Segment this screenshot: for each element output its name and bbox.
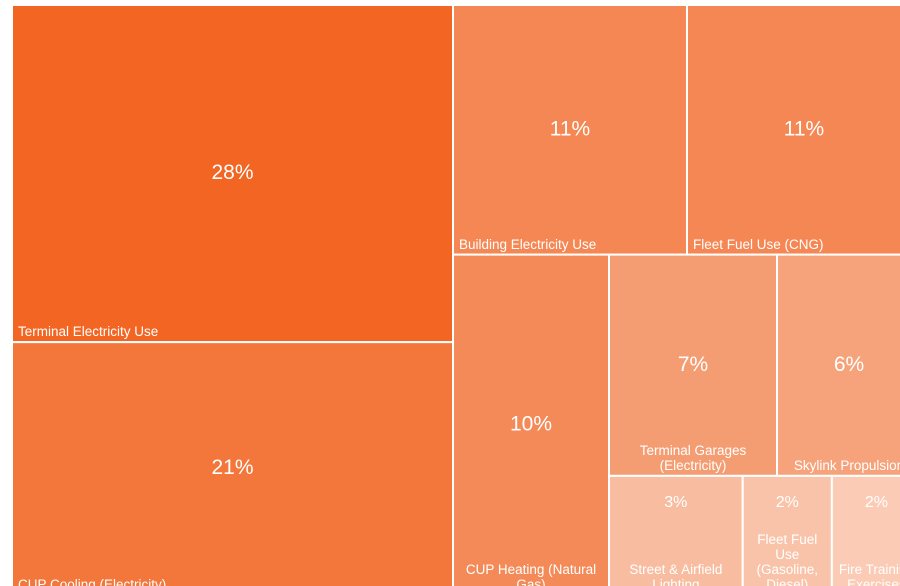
tile-label-box: Terminal Electricity Use bbox=[12, 5, 453, 340]
category-text: Terminal Electricity Use bbox=[18, 324, 159, 340]
value-label: 21% bbox=[211, 456, 253, 479]
tile-label-box: Building Electricity Use bbox=[453, 5, 687, 253]
tile-label-box: CUP Heating (Natural Gas) bbox=[453, 255, 609, 586]
tile-label-box: Street & Airfield Lighting bbox=[609, 514, 743, 586]
tile bbox=[686, 4, 900, 256]
category-text: Terminal Garages (Electricity) bbox=[639, 442, 747, 473]
value-label: 11% bbox=[784, 117, 824, 140]
category-label: Terminal Electricity Use bbox=[12, 5, 453, 340]
tile bbox=[11, 4, 454, 344]
category-label: Terminal Garages (Electricity) bbox=[609, 255, 777, 474]
category-label: Fleet Fuel Use (CNG) bbox=[687, 5, 900, 253]
tile-label-box: Fire Training Exercises bbox=[832, 514, 900, 586]
tile-label-box: Fleet Fuel Use (CNG) bbox=[687, 5, 900, 253]
category-text: Fleet Fuel Use (Gasoline, Diesel) bbox=[756, 531, 819, 586]
value-label: 10% bbox=[510, 412, 552, 435]
value-label: 2% bbox=[865, 494, 888, 511]
tile bbox=[608, 253, 778, 477]
tile-label-box: Terminal Garages (Electricity) bbox=[609, 255, 777, 474]
value-label: 11% bbox=[550, 117, 590, 140]
category-label: Building Electricity Use bbox=[453, 5, 687, 253]
category-text: Fleet Fuel Use (CNG) bbox=[693, 236, 824, 252]
tile-label-box: Fleet Fuel Use (Gasoline, Diesel) bbox=[743, 514, 832, 586]
value-label: 7% bbox=[678, 353, 708, 376]
tile-label-box: Skylink Propulsion bbox=[777, 255, 900, 474]
category-label: Street & Airfield Lighting bbox=[609, 514, 743, 586]
tile bbox=[741, 474, 833, 586]
tile bbox=[452, 253, 610, 586]
category-label: CUP Cooling (Electricity) bbox=[12, 342, 453, 586]
tile bbox=[608, 474, 744, 586]
category-label: Fire Training Exercises bbox=[832, 514, 900, 586]
value-label: 28% bbox=[211, 161, 253, 184]
category-text: Fire Training Exercises bbox=[838, 561, 900, 586]
category-text: Skylink Propulsion bbox=[793, 457, 900, 473]
category-text: Building Electricity Use bbox=[459, 236, 597, 252]
category-text: CUP Heating (Natural Gas) bbox=[465, 561, 597, 586]
value-label: 2% bbox=[776, 494, 799, 511]
tile bbox=[452, 4, 688, 256]
category-label: Fleet Fuel Use (Gasoline, Diesel) bbox=[743, 514, 832, 586]
tile bbox=[11, 341, 454, 586]
value-label: 6% bbox=[834, 353, 864, 376]
category-text: Street & Airfield Lighting bbox=[629, 561, 723, 586]
category-label: CUP Heating (Natural Gas) bbox=[453, 255, 609, 586]
tile-label-box: CUP Cooling (Electricity) bbox=[12, 342, 453, 586]
category-label: Skylink Propulsion bbox=[777, 255, 900, 474]
value-label: 3% bbox=[664, 494, 687, 511]
category-text: CUP Cooling (Electricity) bbox=[18, 576, 167, 586]
tile bbox=[830, 474, 900, 586]
